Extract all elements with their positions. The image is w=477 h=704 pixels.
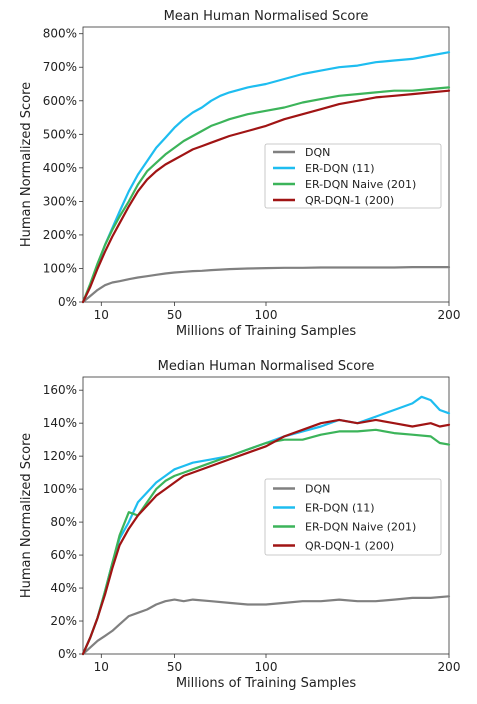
y-tick-label: 0% (58, 295, 77, 309)
legend: DQN ER-DQN (11) ER-DQN Naive (201) QR-DQN-1… (265, 479, 441, 555)
chart-panel-2: Median Human Normalised Score 0% 20% 40% 60%… (19, 359, 460, 691)
legend: DQN ER-DQN (11) ER-DQN Naive (201) QR-DQN-1… (265, 144, 441, 208)
x-axis-label: Millions of Training Samples (176, 676, 357, 691)
y-tick-label: 20% (50, 614, 77, 628)
x-axis-label: Millions of Training Samples (176, 324, 357, 339)
legend-label: ER-DQN Naive (201) (305, 521, 416, 534)
legend-label: ER-DQN (11) (305, 162, 375, 175)
y-tick-label: 300% (43, 194, 77, 208)
x-tick-label: 200 (438, 660, 461, 674)
legend-label: DQN (305, 483, 330, 496)
y-tick-label: 100% (43, 482, 77, 496)
x-tick-label: 100 (255, 660, 278, 674)
y-tick-label: 800% (43, 27, 77, 41)
series-line-1 (83, 267, 449, 302)
y-tick-label: 400% (43, 161, 77, 175)
legend-label: QR-DQN-1 (200) (305, 194, 394, 207)
x-tick-label: 10 (94, 308, 109, 322)
legend-label: DQN (305, 146, 330, 159)
y-tick-label: 600% (43, 94, 77, 108)
y-tick-label: 700% (43, 60, 77, 74)
x-axis: 10 50 100 200 (94, 654, 461, 674)
x-tick-label: 50 (167, 308, 182, 322)
y-tick-label: 200% (43, 228, 77, 242)
y-tick-label: 80% (50, 515, 77, 529)
chart-title: Median Human Normalised Score (158, 359, 375, 374)
y-axis-label: Human Normalized Score (19, 433, 34, 598)
y-tick-label: 0% (58, 647, 77, 661)
x-tick-label: 200 (438, 308, 461, 322)
y-axis: 0% 20% 40% 60% 80% 100% 120% 140% 160% (43, 383, 83, 661)
chart-title: Mean Human Normalised Score (164, 9, 369, 24)
legend-label: ER-DQN (11) (305, 502, 375, 515)
x-tick-label: 100 (255, 308, 278, 322)
x-axis: 10 50 100 200 (94, 302, 461, 322)
y-axis-label: Human Normalized Score (19, 82, 34, 247)
y-tick-label: 120% (43, 449, 77, 463)
y-axis: 0% 100% 200% 300% 400% 500% 600% 700% 800% (43, 27, 83, 309)
y-tick-label: 500% (43, 127, 77, 141)
legend-label: ER-DQN Naive (201) (305, 178, 416, 191)
legend-label: QR-DQN-1 (200) (305, 540, 394, 553)
x-tick-label: 50 (167, 660, 182, 674)
y-tick-label: 140% (43, 416, 77, 430)
x-tick-label: 10 (94, 660, 109, 674)
chart-panel-1: Mean Human Normalised Score 0% 100% 200% 300… (19, 9, 460, 339)
y-tick-label: 40% (50, 581, 77, 595)
series-line-1 (83, 596, 449, 654)
y-tick-label: 160% (43, 383, 77, 397)
y-tick-label: 60% (50, 548, 77, 562)
y-tick-label: 100% (43, 261, 77, 275)
